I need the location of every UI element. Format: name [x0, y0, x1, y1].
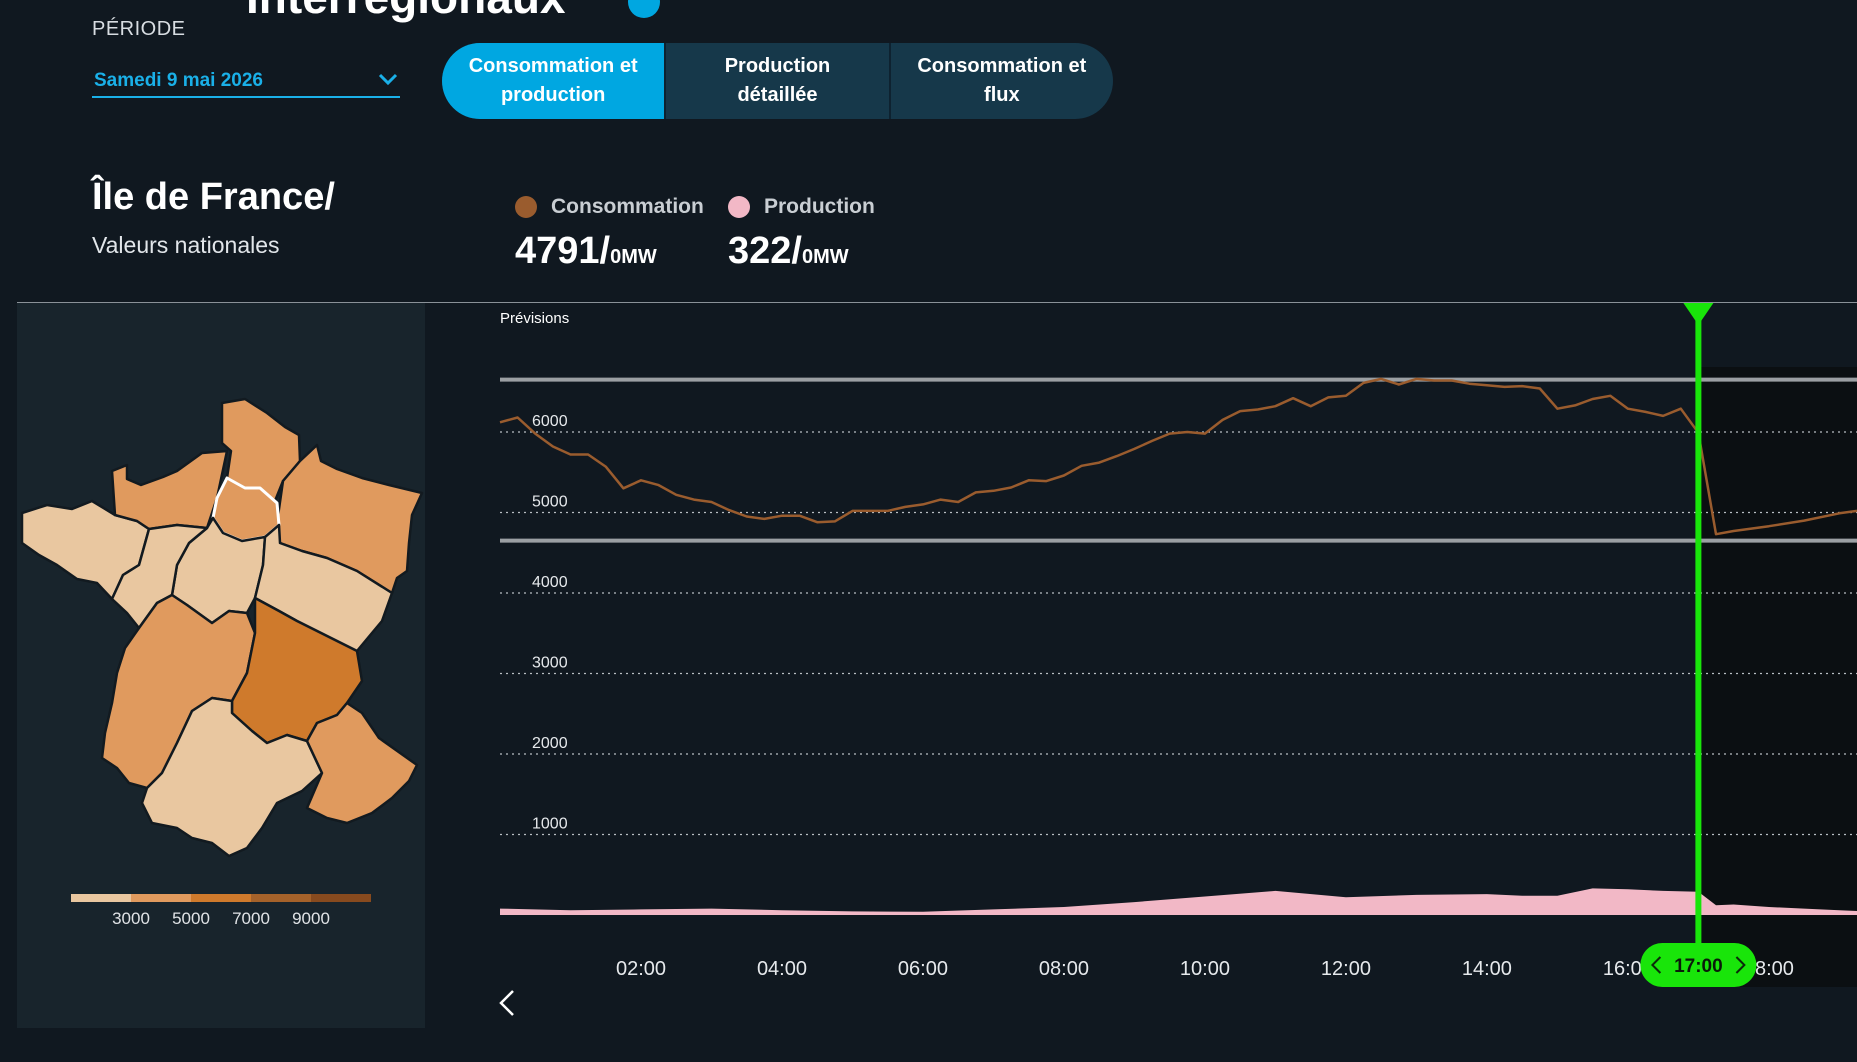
legend-production-label: Production	[764, 195, 875, 218]
chevron-down-icon	[378, 73, 398, 86]
x-tick-label: 18:00	[1744, 958, 1794, 980]
series-consommation-line	[499, 377, 1857, 536]
consommation-value-number: 4791/	[515, 230, 611, 272]
x-tick-label: 12:00	[1321, 958, 1371, 980]
series-production-area	[500, 888, 1857, 915]
y-tick-label: 1000	[532, 816, 568, 833]
time-cursor-top-icon	[1683, 303, 1714, 325]
chart-title: Prévisions	[500, 310, 569, 327]
time-cursor-handle[interactable]	[1640, 943, 1757, 987]
date-select-value: Samedi 9 mai 2026	[94, 70, 263, 91]
y-tick-label: 4000	[532, 574, 568, 591]
consommation-dot-icon	[515, 196, 537, 218]
y-tick-label: 6000	[532, 413, 568, 430]
production-dot-icon	[728, 196, 750, 218]
legend-consommation: Consommation	[515, 195, 704, 219]
scale-swatch-4	[251, 894, 311, 902]
legend-production: Production	[728, 195, 875, 219]
scale-label: 5000	[172, 909, 210, 928]
forecast-shade	[1698, 367, 1857, 987]
region-occitanie[interactable]	[140, 696, 324, 858]
info-icon[interactable]	[628, 0, 660, 18]
chevron-left-icon	[1650, 956, 1662, 974]
scale-swatch-1	[71, 894, 131, 902]
x-tick-label: 04:00	[757, 958, 807, 980]
france-map	[20, 397, 424, 858]
chevron-left-icon[interactable]	[495, 988, 519, 1018]
scale-swatch-5	[311, 894, 371, 902]
date-select[interactable]: Samedi 9 mai 2026	[92, 66, 400, 98]
scale-label: 3000	[112, 909, 150, 928]
x-tick-label: 06:00	[898, 958, 948, 980]
time-cursor-label: 17:00	[1674, 956, 1723, 977]
color-scale	[71, 894, 371, 902]
divider	[17, 302, 1857, 303]
scale-swatch-3	[191, 894, 251, 902]
y-tick-label: 5000	[532, 494, 568, 511]
tab-consommation-flux[interactable]: Consommation et flux	[917, 55, 1087, 106]
chevron-right-icon	[1735, 956, 1746, 974]
page-title: Interrégionaux	[246, 0, 566, 24]
x-tick-label: 16:00	[1603, 958, 1653, 980]
production-value: 322/0MW	[728, 230, 849, 273]
production-unit: 0MW	[801, 246, 849, 268]
x-tick-label: 14:00	[1462, 958, 1512, 980]
consommation-value: 4791/0MW	[515, 230, 657, 273]
y-tick-label: 2000	[532, 735, 568, 752]
region-paca[interactable]	[305, 701, 419, 825]
region-hauts-de-france[interactable]	[220, 397, 302, 510]
x-tick-label: 02:00	[616, 958, 666, 980]
region-subtitle: Valeurs nationales	[92, 232, 280, 258]
legend-consommation-label: Consommation	[551, 195, 704, 218]
period-label: PÉRIODE	[92, 18, 186, 40]
production-value-number: 322/	[728, 230, 802, 272]
scale-labels: 3000 5000 7000 9000	[17, 909, 425, 933]
scale-swatch-2	[131, 894, 191, 902]
x-tick-label: 08:00	[1039, 958, 1089, 980]
scale-label: 7000	[232, 909, 270, 928]
consommation-unit: 0MW	[610, 246, 657, 268]
tab-consommation-production[interactable]: Consommation et production	[442, 43, 667, 119]
region-name: Île de France/	[92, 176, 335, 218]
scale-label: 9000	[292, 909, 330, 928]
view-tabs: Consommation et production Production dé…	[442, 43, 1113, 119]
x-tick-label: 10:00	[1180, 958, 1230, 980]
y-tick-label: 3000	[532, 655, 568, 672]
region-normandie[interactable]	[110, 449, 229, 531]
forecast-chart: Prévisions 1000 2000 3000 4000 5000 6000 02:00 0…	[499, 303, 1857, 987]
tab-production-detaillee[interactable]: Production détaillée	[666, 43, 891, 119]
map-panel: 3000 5000 7000 9000	[17, 303, 425, 1028]
